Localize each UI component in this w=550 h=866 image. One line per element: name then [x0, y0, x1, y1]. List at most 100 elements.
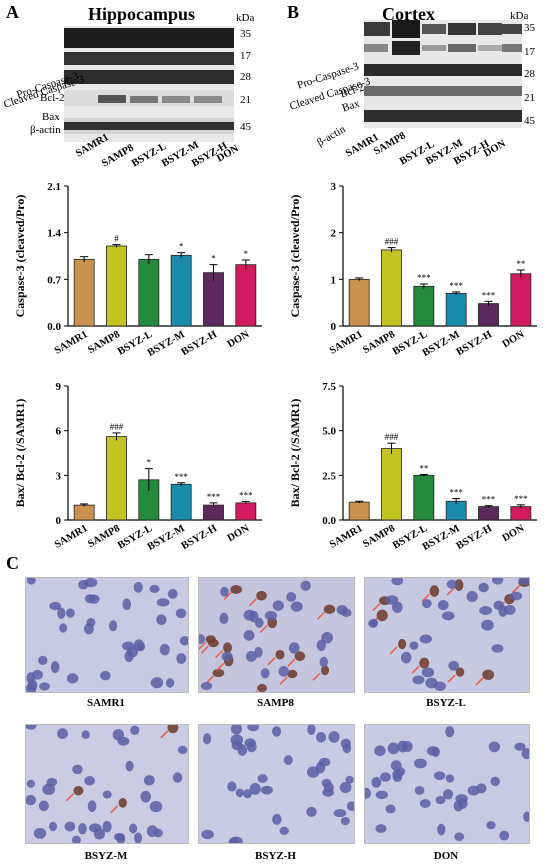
apoptotic-nucleus — [398, 638, 407, 650]
panel-a-band-actin: β-actin — [30, 124, 61, 136]
nucleus — [243, 629, 255, 641]
significance-mark: *** — [514, 494, 528, 504]
x-tick-label: BSYZ-M — [421, 329, 462, 359]
micrograph-label-bsyz-l: BSYZ-L — [426, 697, 466, 709]
nucleus — [316, 639, 326, 652]
nucleus — [401, 651, 412, 664]
nucleus — [264, 610, 277, 621]
apoptotic-nucleus — [321, 665, 330, 676]
panel-b-mw-45: 45 — [524, 115, 535, 127]
panel-b-blot — [364, 20, 522, 128]
y-tick-label: 2 — [331, 228, 337, 240]
nucleus — [434, 681, 446, 692]
nucleus — [328, 731, 340, 743]
panel-a-mw-45: 45 — [240, 121, 251, 133]
nucleus — [435, 795, 446, 805]
chart-b-bax: 0.0 2.5 5.0 7.5 Bax/ Bcl-2 (/SAMR1) SAMR1 ### S… — [288, 381, 537, 553]
bar-BSYZ-M — [445, 292, 467, 327]
bar-SAMP8 — [381, 448, 402, 521]
apoptotic-nucleus — [482, 669, 495, 680]
nucleus — [385, 804, 396, 814]
nucleus — [57, 728, 68, 739]
nucleus — [380, 772, 391, 782]
nucleus — [307, 725, 316, 736]
arrow-icon — [200, 645, 209, 654]
bar-BSYZ-H — [478, 303, 499, 327]
nucleus — [201, 829, 214, 840]
arrow-icon — [205, 675, 214, 684]
nucleus — [235, 788, 244, 798]
arrow-icon — [447, 674, 456, 683]
nucleus — [391, 578, 404, 586]
bar-BSYZ-M — [445, 500, 467, 521]
nucleus — [316, 732, 327, 743]
bar-BSYZ-M — [170, 254, 192, 327]
x-tick-label: BSYZ-M — [146, 329, 187, 359]
nucleus — [221, 651, 233, 662]
nucleus — [130, 725, 140, 735]
panel-b-kda-label: kDa — [510, 10, 529, 22]
arrow-icon — [65, 793, 74, 802]
nucleus — [490, 776, 500, 787]
nucleus — [64, 821, 76, 832]
bar-SAMP8 — [106, 436, 127, 521]
nucleus — [200, 682, 213, 691]
nucleus — [122, 598, 132, 611]
micrograph-label-bsyz-m: BSYZ-M — [84, 850, 128, 862]
nucleus — [491, 644, 504, 653]
arrow-icon — [312, 672, 321, 681]
apoptotic-nucleus — [287, 669, 298, 679]
nucleus — [59, 623, 68, 633]
nucleus — [134, 832, 143, 843]
y-tick-label: 2.1 — [47, 181, 61, 193]
apoptotic-nucleus — [256, 590, 267, 601]
x-tick-label: DON — [226, 329, 252, 350]
bar-DON — [235, 264, 257, 327]
nucleus — [231, 741, 243, 751]
panel-a-mw-35: 35 — [240, 28, 251, 40]
y-tick-label: 6 — [56, 426, 62, 438]
nucleus — [397, 740, 408, 753]
x-tick-label: SAMR1 — [328, 523, 365, 551]
apoptotic-nucleus — [118, 798, 127, 808]
nucleus — [65, 608, 75, 618]
nucleus — [245, 650, 257, 662]
nucleus — [48, 821, 58, 832]
apoptotic-nucleus — [275, 649, 285, 660]
panel-b-letter: B — [287, 2, 300, 22]
panel-c-letter: C — [6, 553, 19, 573]
nucleus — [149, 584, 160, 593]
nucleus — [433, 771, 446, 780]
nucleus — [102, 790, 112, 799]
nucleus — [244, 738, 256, 748]
panel-a-mw-28: 28 — [240, 71, 251, 83]
significance-mark: ** — [516, 259, 526, 269]
micrograph-label-samp8: SAMP8 — [257, 697, 294, 709]
arrow-icon — [279, 676, 288, 685]
micrograph-bsyz-l — [364, 577, 530, 693]
panel-a-mw-17: 17 — [240, 50, 251, 62]
apoptotic-nucleus — [257, 683, 267, 692]
nucleus — [260, 785, 273, 795]
y-axis-label: Bax/ Bcl-2 (/SAMR1) — [288, 399, 302, 508]
arrow-icon — [421, 593, 430, 602]
x-tick-label: DON — [226, 523, 252, 544]
arrow-icon — [411, 665, 420, 674]
apoptotic-nucleus — [73, 785, 84, 796]
nucleus — [467, 785, 480, 796]
nucleus — [42, 783, 56, 796]
nucleus — [272, 726, 282, 737]
nucleus — [26, 779, 36, 788]
nucleus — [227, 781, 237, 792]
apoptotic-nucleus — [212, 668, 225, 678]
nucleus — [87, 800, 97, 812]
arrow-icon — [316, 611, 325, 620]
y-axis-label: Bax/ Bcl-2 (/SAMR1) — [13, 399, 27, 508]
nucleus — [437, 823, 446, 836]
arrow-icon — [475, 677, 484, 686]
arrow-icon — [199, 641, 207, 650]
nucleus — [116, 833, 126, 843]
x-tick-label: SAMR1 — [53, 523, 90, 551]
micrograph-label-bsyz-h: BSYZ-H — [255, 850, 296, 862]
nucleus — [503, 604, 516, 615]
